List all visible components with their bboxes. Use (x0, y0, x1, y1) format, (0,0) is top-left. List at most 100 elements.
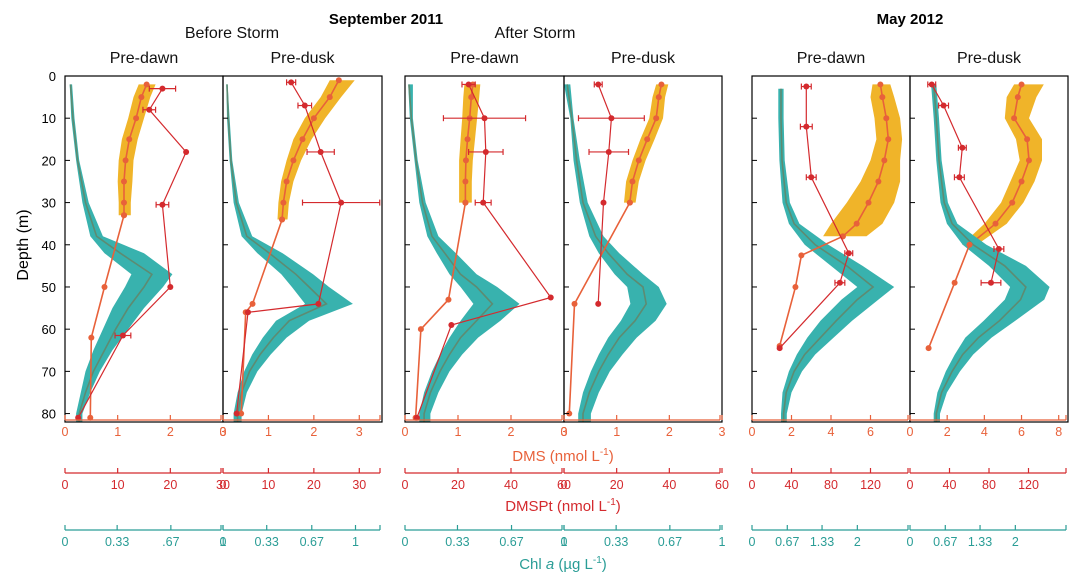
dms-point (120, 199, 127, 206)
dmspt-point (605, 148, 612, 155)
dms-tick-label: 0 (402, 425, 409, 439)
dmspt-point (959, 144, 966, 151)
y-tick-label: 20 (42, 153, 56, 168)
dmspt-tick-label: 20 (451, 478, 465, 492)
dmspt-tick-label: 60 (557, 478, 571, 492)
dmspt-point (956, 174, 963, 181)
dms-tick-label: 2 (310, 425, 317, 439)
dms-tick-label: 3 (561, 425, 568, 439)
dmspt-point (776, 345, 783, 352)
dms-point (798, 252, 805, 259)
dmspt-point (987, 279, 994, 286)
chl-tick-label: 1.33 (968, 535, 992, 549)
dms-tick-label: 1 (455, 425, 462, 439)
dms-point (635, 157, 642, 164)
dms-tick-label: 2 (788, 425, 795, 439)
dmspt-point (288, 79, 295, 86)
dms-point (468, 94, 475, 101)
dmspt-point (600, 199, 607, 206)
group-title-sep-2011: September 2011 (329, 11, 443, 28)
dmspt-point (608, 115, 615, 122)
dms-tick-label: 2 (167, 425, 174, 439)
chl-axis-title: Chl a (µg L-1) (519, 555, 607, 573)
chl-tick-label: 0 (749, 535, 756, 549)
chl-mean-line (69, 84, 153, 422)
dms-tick-label: 6 (867, 425, 874, 439)
dmspt-tick-label: 30 (216, 478, 230, 492)
dms-tick-label: 6 (1018, 425, 1025, 439)
panel-title: Pre-dusk (270, 50, 335, 67)
y-tick-label: 40 (42, 238, 56, 253)
dmspt-tick-label: 10 (261, 478, 275, 492)
dms-tick-label: 1 (114, 425, 121, 439)
dmspt-tick-label: 80 (982, 478, 996, 492)
dms-point (881, 157, 888, 164)
dms-point (925, 345, 932, 352)
chl-mean-line (408, 84, 494, 422)
dmspt-point (482, 148, 489, 155)
dms-point (951, 279, 958, 286)
dms-point (238, 410, 245, 417)
chl-tick-label: 0 (220, 535, 227, 549)
dmspt-tick-label: 20 (610, 478, 624, 492)
dms-profile-line (89, 214, 125, 418)
dms-point (122, 157, 129, 164)
dmspt-axis-title: DMSPt (nmol L-1) (505, 497, 621, 515)
dmspt-point (301, 102, 308, 109)
dms-point (865, 199, 872, 206)
dmspt-line (779, 86, 850, 349)
dmspt-point (183, 148, 190, 155)
dmspt-tick-label: 80 (824, 478, 838, 492)
dms-point (280, 199, 287, 206)
dms-point (566, 410, 573, 417)
chl-tick-label: 0.67 (499, 535, 523, 549)
dms-range-band (459, 84, 481, 203)
dmspt-tick-label: 40 (785, 478, 799, 492)
chl-range-band (564, 84, 667, 423)
dmspt-point (159, 85, 166, 92)
dmspt-point (244, 309, 251, 316)
dmspt-point (803, 83, 810, 90)
group-title-may-2012: May 2012 (877, 11, 944, 28)
chl-tick-label: 1.33 (810, 535, 834, 549)
panel-title: Pre-dusk (611, 50, 676, 67)
dmspt-point (413, 414, 420, 421)
dms-point (290, 157, 297, 164)
dms-point (883, 115, 890, 122)
chl-range-band (226, 84, 353, 423)
dms-point (1024, 136, 1031, 143)
dms-tick-label: 0 (561, 425, 568, 439)
y-tick-label: 0 (49, 69, 56, 84)
chl-range-band (931, 84, 1050, 423)
dms-point (877, 81, 884, 88)
y-tick-label: 80 (42, 407, 56, 422)
dms-profile-line (927, 244, 971, 349)
dms-tick-label: 1 (265, 425, 272, 439)
dms-profile-line (778, 235, 844, 347)
dms-point (644, 136, 651, 143)
subtitle-after-storm: After Storm (495, 25, 576, 42)
dms-point (1018, 81, 1025, 88)
chl-range-band (778, 88, 895, 422)
dmspt-point (595, 300, 602, 307)
dmspt-tick-label: 0 (561, 478, 568, 492)
dms-tick-label: 4 (828, 425, 835, 439)
dms-point (1025, 157, 1032, 164)
dmspt-point (995, 246, 1002, 252)
dmspt-tick-label: 0 (907, 478, 914, 492)
subtitle-before-storm: Before Storm (185, 25, 279, 42)
dms-point (279, 216, 286, 223)
chl-tick-label: 0 (62, 535, 69, 549)
chl-tick-label: 2 (854, 535, 861, 549)
dms-point (658, 81, 665, 88)
dms-point (299, 136, 306, 143)
panel-title: Pre-dawn (797, 50, 865, 67)
dms-point (875, 178, 882, 185)
dmspt-point (159, 201, 166, 208)
dms-range-band (962, 84, 1044, 245)
dms-point (1014, 94, 1021, 101)
dmspt-point (803, 123, 810, 130)
dms-range-band (117, 84, 156, 216)
y-tick-labels: 0 10 20 30 40 50 60 70 80 (42, 69, 56, 422)
